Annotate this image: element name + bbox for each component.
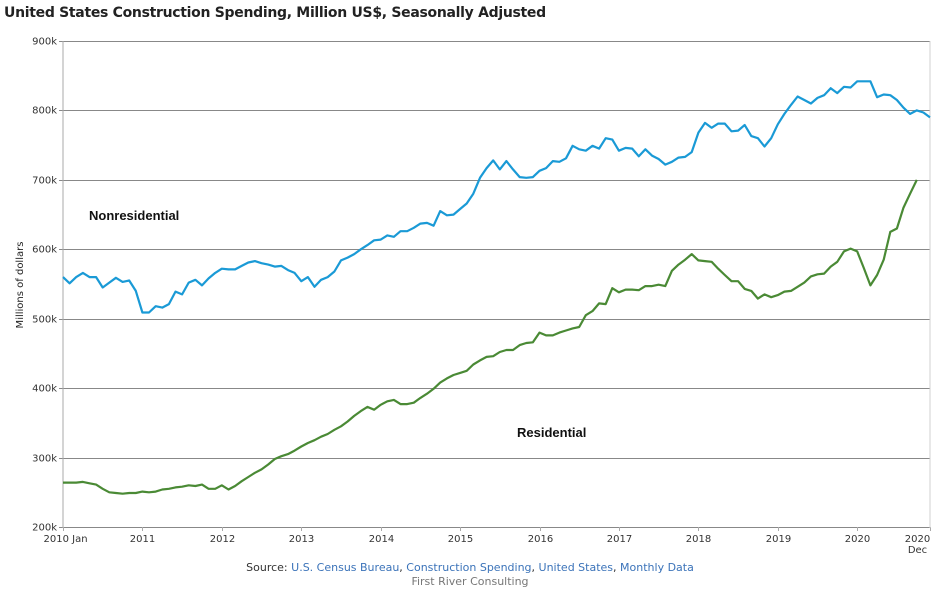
source-link-census[interactable]: U.S. Census Bureau bbox=[291, 561, 400, 574]
x-tick-label: 2012 bbox=[210, 534, 235, 545]
separator: , bbox=[399, 561, 407, 574]
source-line: Source: U.S. Census Bureau, Construction… bbox=[0, 561, 940, 574]
chart-title: United States Construction Spending, Mil… bbox=[4, 5, 546, 21]
x-tick-label: 2019 bbox=[766, 534, 791, 545]
x-tick-label: 2020 bbox=[845, 534, 870, 545]
series-line-nonresidential[interactable] bbox=[62, 80, 931, 314]
x-tick-label: 2014 bbox=[369, 534, 394, 545]
x-tick-label: 2015 bbox=[448, 534, 473, 545]
source-prefix: Source: bbox=[246, 561, 292, 574]
x-tick-sublabel: Dec bbox=[908, 545, 927, 556]
source-link-monthly-data[interactable]: Monthly Data bbox=[620, 561, 694, 574]
y-tick-label: 300k bbox=[32, 454, 57, 465]
x-tick-label: 2013 bbox=[289, 534, 314, 545]
y-tick-label: 400k bbox=[32, 384, 57, 395]
y-tick-label: 200k bbox=[32, 523, 57, 534]
source-link-construction-spending[interactable]: Construction Spending bbox=[406, 561, 532, 574]
separator: , bbox=[613, 561, 621, 574]
line-chart: 900k 800k 700k 600k 500k 400k 300k 200k 2010 Ja… bbox=[15, 37, 931, 556]
y-axis-ticks: 900k 800k 700k 600k 500k 400k 300k 200k bbox=[32, 37, 57, 534]
credit-line: First River Consulting bbox=[411, 575, 529, 588]
y-tick-label: 700k bbox=[32, 176, 57, 187]
x-tick-label: 2016 bbox=[528, 534, 553, 545]
series-lines bbox=[62, 80, 931, 495]
x-tick-label: 2018 bbox=[686, 534, 711, 545]
y-tick-label: 600k bbox=[32, 245, 57, 256]
y-tick-label: 800k bbox=[32, 106, 57, 117]
y-axis-label: Millions of dollars bbox=[15, 242, 26, 329]
series-label-residential: Residential bbox=[517, 425, 586, 440]
x-tick-label: 2020 bbox=[905, 534, 930, 545]
series-label-nonresidential: Nonresidential bbox=[89, 208, 179, 223]
separator: , bbox=[531, 561, 539, 574]
x-tick-label: 2011 bbox=[130, 534, 155, 545]
source-link-united-states[interactable]: United States bbox=[538, 561, 614, 574]
gridlines bbox=[59, 41, 930, 528]
x-axis-ticks: 2010 Jan 2011 2012 2013 2014 2015 2016 2017 2018… bbox=[44, 527, 931, 556]
y-tick-label: 500k bbox=[32, 315, 57, 326]
x-tick-label: 2010 Jan bbox=[44, 534, 88, 545]
x-tick-label: 2017 bbox=[607, 534, 632, 545]
y-tick-label: 900k bbox=[32, 37, 57, 48]
series-line-residential[interactable] bbox=[63, 179, 918, 495]
